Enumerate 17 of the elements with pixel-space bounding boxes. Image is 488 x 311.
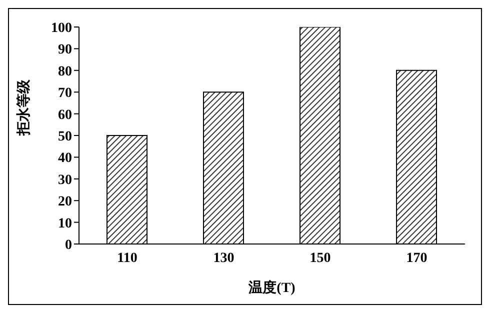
y-tick-label: 40: [58, 151, 72, 166]
y-tick-label: 10: [58, 216, 72, 232]
y-tick-label: 80: [58, 64, 72, 80]
y-tick-label: 30: [58, 172, 72, 188]
x-tick-label: 130: [213, 250, 234, 266]
y-tick-label: 100: [51, 20, 72, 36]
y-axis-title: 拒水等级: [16, 78, 32, 136]
y-tick-label: 0: [65, 238, 72, 253]
y-tick-label: 90: [58, 42, 72, 58]
y-tick-label: 20: [58, 194, 72, 210]
y-tick-label: 50: [58, 129, 72, 144]
y-tick-label: 70: [58, 86, 72, 102]
x-tick-label: 150: [310, 250, 331, 266]
y-tick-label: 60: [58, 108, 72, 123]
x-tick-label: 170: [406, 250, 428, 266]
x-tick-label: 110: [117, 250, 138, 266]
x-axis-title: 温度(T): [248, 279, 296, 296]
